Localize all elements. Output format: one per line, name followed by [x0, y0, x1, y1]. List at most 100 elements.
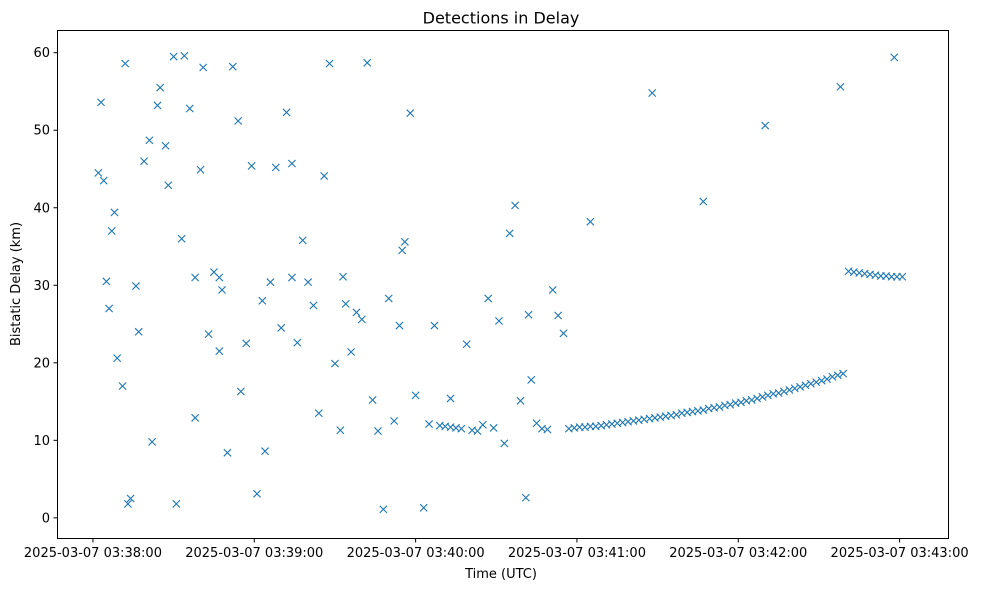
data-point	[457, 424, 466, 433]
data-point	[199, 63, 208, 72]
data-point	[726, 400, 735, 409]
x-axis-label: Time (UTC)	[464, 567, 537, 582]
data-point	[118, 382, 127, 391]
data-point	[559, 329, 568, 338]
data-point	[140, 157, 149, 166]
data-point	[699, 197, 708, 206]
data-point	[123, 499, 132, 508]
data-point	[473, 427, 482, 436]
x-axis: 2025-03-07 03:38:00 2025-03-07 03:39:00 20…	[24, 538, 969, 561]
data-point	[105, 304, 114, 313]
data-point	[505, 229, 514, 238]
data-point	[223, 448, 232, 457]
y-axis-label: Bistatic Delay (km)	[9, 222, 24, 346]
data-point	[806, 379, 815, 388]
data-point	[113, 354, 122, 363]
data-point	[258, 296, 267, 305]
data-point	[363, 58, 372, 67]
data-point	[753, 394, 762, 403]
data-point	[715, 402, 724, 411]
data-point	[352, 308, 361, 317]
data-point	[204, 330, 213, 339]
data-point	[177, 234, 186, 243]
data-point	[314, 409, 323, 418]
data-point	[548, 285, 557, 294]
data-point	[153, 101, 162, 110]
data-point	[516, 396, 525, 405]
data-point	[763, 391, 772, 400]
data-point	[185, 104, 194, 113]
y-tick-label: 0	[42, 511, 50, 526]
data-point	[790, 384, 799, 393]
data-point	[282, 108, 291, 117]
data-point	[131, 282, 140, 291]
data-point	[758, 392, 767, 401]
data-point	[400, 237, 409, 246]
data-point	[110, 208, 119, 217]
data-point	[357, 315, 366, 324]
data-point	[521, 493, 530, 502]
data-point	[107, 227, 116, 235]
x-tick-label: 2025-03-07 03:40:00	[347, 546, 485, 561]
data-point	[191, 413, 200, 422]
data-point	[801, 381, 810, 390]
data-point	[823, 375, 831, 384]
data-point	[406, 109, 415, 118]
data-point	[425, 420, 434, 429]
data-point	[169, 52, 178, 61]
data-point	[511, 201, 520, 210]
data-point	[478, 420, 487, 429]
y-tick-label: 50	[33, 124, 50, 139]
data-point	[747, 396, 756, 404]
x-tick-label: 2025-03-07 03:42:00	[669, 546, 807, 561]
data-point	[672, 410, 681, 419]
data-point	[411, 391, 420, 400]
data-point	[271, 163, 280, 172]
data-point	[145, 136, 154, 145]
data-point	[320, 171, 329, 180]
data-point	[395, 321, 404, 330]
data-point	[148, 437, 157, 446]
y-tick-label: 30	[33, 279, 50, 294]
data-point	[341, 299, 350, 308]
data-point	[304, 278, 313, 287]
data-point	[736, 398, 745, 407]
data-point	[779, 387, 788, 396]
data-point	[99, 176, 108, 185]
data-point	[390, 416, 399, 425]
data-point	[586, 217, 595, 226]
data-point	[419, 503, 428, 512]
data-point	[384, 294, 393, 303]
data-point	[817, 376, 826, 385]
data-point	[161, 141, 170, 150]
data-point	[785, 385, 794, 394]
data-point	[373, 427, 382, 436]
data-point	[368, 396, 377, 404]
x-tick-label: 2025-03-07 03:38:00	[24, 546, 162, 561]
data-point	[277, 323, 286, 332]
data-point	[94, 168, 103, 177]
data-point	[156, 83, 165, 92]
data-point	[252, 489, 261, 498]
data-point	[330, 359, 339, 368]
data-point	[247, 161, 256, 170]
data-point	[890, 53, 899, 62]
plot-frame	[57, 30, 949, 539]
data-point	[339, 272, 348, 281]
data-point	[266, 278, 275, 287]
data-point	[236, 387, 245, 396]
data-point	[218, 285, 227, 294]
data-point	[261, 447, 270, 456]
chart-title: Detections in Delay	[423, 9, 580, 28]
data-point	[134, 327, 143, 336]
data-point	[234, 116, 243, 125]
data-point	[524, 310, 533, 319]
data-point	[500, 439, 509, 448]
data-point	[126, 494, 135, 503]
data-point	[398, 246, 407, 255]
data-point	[554, 311, 563, 320]
data-point	[446, 394, 455, 403]
data-point	[102, 277, 111, 286]
y-tick-label: 10	[33, 434, 50, 449]
